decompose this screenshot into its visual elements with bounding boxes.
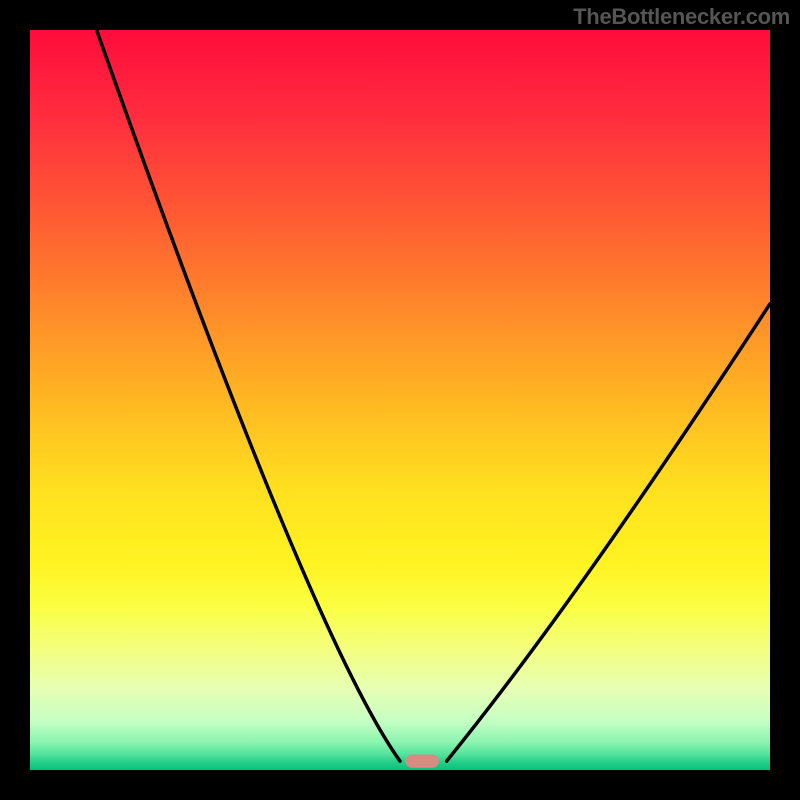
bottleneck-chart xyxy=(0,0,800,800)
chart-container: TheBottlenecker.com xyxy=(0,0,800,800)
watermark-text: TheBottlenecker.com xyxy=(573,4,790,30)
